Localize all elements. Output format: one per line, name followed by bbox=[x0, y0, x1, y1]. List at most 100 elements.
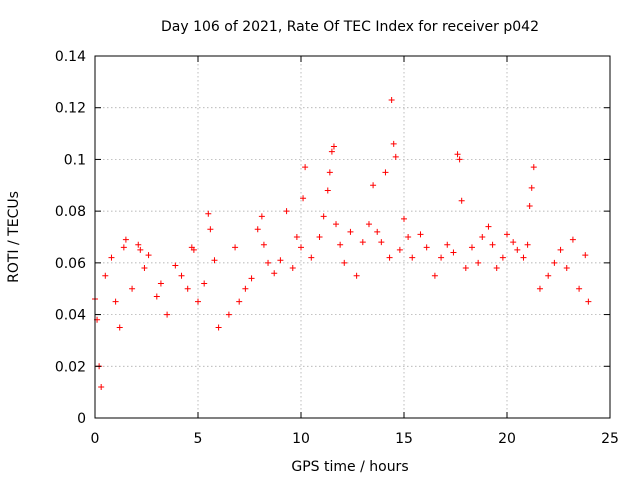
data-point bbox=[308, 254, 315, 261]
y-tick-label: 0.14 bbox=[55, 49, 86, 65]
data-point bbox=[582, 252, 589, 259]
data-point bbox=[120, 244, 127, 251]
data-point bbox=[157, 280, 164, 287]
y-tick-labels: 0 0.02 0.04 0.06 0.08 0.1 0.12 0.14 bbox=[55, 49, 86, 427]
data-point bbox=[153, 293, 160, 300]
x-tick-label: 5 bbox=[194, 431, 203, 447]
plot-frame bbox=[94, 55, 611, 419]
data-point bbox=[475, 259, 482, 266]
y-tick-label: 0 bbox=[77, 411, 86, 427]
data-point bbox=[479, 234, 486, 240]
data-point bbox=[116, 324, 123, 331]
data-point bbox=[135, 241, 142, 248]
data-point bbox=[98, 383, 105, 390]
data-point bbox=[353, 272, 360, 279]
data-point bbox=[493, 265, 500, 272]
y-tick-label: 0.12 bbox=[55, 101, 86, 117]
data-point bbox=[137, 246, 144, 253]
data-point bbox=[557, 246, 564, 253]
data-point bbox=[528, 184, 535, 191]
data-point bbox=[112, 298, 119, 305]
data-point bbox=[347, 228, 354, 235]
data-point bbox=[524, 241, 531, 248]
data-point bbox=[520, 254, 527, 261]
data-point bbox=[324, 187, 331, 194]
data-point bbox=[225, 311, 232, 318]
data-point bbox=[337, 241, 344, 248]
data-point bbox=[405, 234, 412, 240]
data-point bbox=[382, 169, 389, 176]
data-point bbox=[326, 169, 333, 176]
data-point bbox=[485, 223, 492, 230]
x-tick-labels: 0 5 10 15 20 25 bbox=[91, 431, 619, 447]
x-tick-label: 20 bbox=[498, 431, 516, 447]
data-point bbox=[258, 213, 265, 220]
data-point bbox=[201, 280, 208, 287]
data-point bbox=[277, 257, 284, 264]
data-point bbox=[265, 259, 272, 266]
data-point bbox=[205, 210, 212, 217]
data-point bbox=[431, 272, 438, 279]
data-point bbox=[207, 226, 214, 233]
x-tick-label: 0 bbox=[91, 431, 100, 447]
data-point bbox=[211, 257, 218, 264]
data-point bbox=[271, 270, 278, 277]
x-tick-label: 15 bbox=[395, 431, 413, 447]
y-tick-label: 0.02 bbox=[55, 359, 86, 375]
x-tick-label: 10 bbox=[292, 431, 310, 447]
data-point bbox=[260, 241, 267, 248]
data-point bbox=[396, 246, 403, 253]
y-tick-label: 0.04 bbox=[55, 308, 86, 324]
data-point bbox=[423, 244, 430, 251]
data-point bbox=[374, 228, 381, 235]
data-point bbox=[530, 164, 537, 171]
data-point bbox=[236, 298, 243, 305]
data-point bbox=[563, 265, 570, 272]
data-point bbox=[195, 298, 201, 305]
data-point bbox=[438, 254, 445, 261]
data-point bbox=[164, 311, 171, 318]
data-point bbox=[510, 239, 517, 246]
x-axis-title: GPS time / hours bbox=[291, 459, 408, 475]
data-point bbox=[536, 285, 543, 292]
data-point bbox=[129, 285, 136, 292]
x-tick-label: 25 bbox=[601, 431, 619, 447]
data-point bbox=[462, 265, 469, 272]
data-point bbox=[489, 241, 496, 248]
data-point bbox=[184, 285, 191, 292]
y-tick-label: 0.08 bbox=[55, 204, 86, 220]
data-point bbox=[456, 156, 463, 163]
data-points bbox=[92, 96, 592, 390]
data-point bbox=[300, 195, 307, 202]
data-point bbox=[248, 275, 255, 282]
data-point bbox=[333, 221, 340, 228]
data-point bbox=[576, 285, 583, 292]
data-point bbox=[569, 236, 576, 243]
data-point bbox=[504, 231, 510, 238]
data-point bbox=[190, 246, 197, 253]
chart-title: Day 106 of 2021, Rate Of TEC Index for r… bbox=[161, 19, 539, 35]
grid-lines bbox=[95, 56, 610, 418]
data-point bbox=[289, 265, 296, 272]
y-axis-title: ROTI / TECUs bbox=[6, 191, 22, 283]
data-point bbox=[341, 259, 348, 266]
data-point bbox=[172, 262, 179, 269]
data-point bbox=[320, 213, 327, 220]
data-point bbox=[254, 226, 261, 233]
data-point bbox=[242, 285, 249, 292]
data-point bbox=[390, 140, 397, 147]
data-point bbox=[417, 231, 424, 238]
data-point bbox=[145, 252, 152, 259]
data-point bbox=[102, 272, 109, 279]
data-point bbox=[232, 244, 239, 251]
data-point bbox=[392, 153, 399, 160]
data-point bbox=[215, 324, 222, 331]
y-tick-label: 0.1 bbox=[64, 152, 86, 168]
data-point bbox=[526, 202, 533, 209]
axis-ticks bbox=[94, 55, 611, 419]
data-point bbox=[359, 239, 366, 246]
data-point bbox=[378, 239, 385, 246]
data-point bbox=[585, 298, 592, 305]
data-point bbox=[283, 208, 290, 215]
